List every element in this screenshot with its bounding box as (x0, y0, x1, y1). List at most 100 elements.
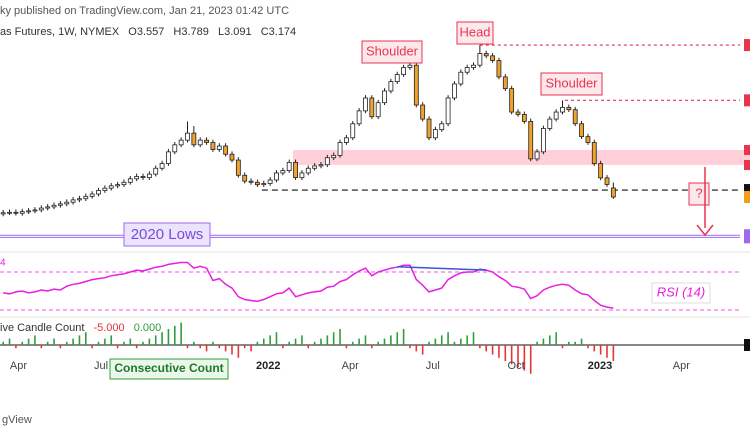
count-bar (523, 345, 526, 371)
count-bar (294, 338, 297, 346)
count-bar (2, 341, 4, 346)
count-bar (479, 345, 481, 349)
annotation-box (361, 40, 423, 64)
count-bar (345, 345, 348, 349)
candle-body (261, 183, 267, 186)
count-bar (237, 345, 240, 358)
candle-body (483, 53, 489, 57)
candle-body (7, 211, 12, 214)
candle-body (0, 212, 6, 215)
rsi-label: RSI (14) (657, 284, 705, 299)
count-bar (561, 345, 564, 349)
candle-body (369, 97, 375, 118)
candle-body (223, 145, 229, 155)
count-bar (59, 345, 62, 349)
candle-body (394, 74, 400, 82)
candle-body (127, 178, 133, 183)
candle-body (108, 185, 114, 189)
count-bar (498, 345, 500, 358)
count-value: -5.000 (93, 322, 124, 334)
count-bar (269, 335, 271, 346)
count-bar (472, 332, 475, 346)
count-bar (326, 335, 329, 346)
candle-body (229, 153, 235, 161)
candle-body (38, 207, 44, 211)
price-marker (744, 184, 750, 197)
candle-body (235, 159, 241, 176)
symbol: as Futures, 1W, NYMEX (0, 26, 120, 38)
candle-body (185, 132, 190, 141)
count-bar (313, 341, 316, 346)
count-bar (205, 345, 208, 352)
price-marker (744, 159, 750, 170)
candle-body (178, 139, 184, 146)
candle-body (172, 144, 178, 153)
count-bar (78, 335, 81, 346)
arrow-head (696, 224, 714, 237)
count-bar (536, 341, 538, 346)
count-bar (275, 332, 278, 346)
count-bar (301, 335, 303, 346)
count-bar (193, 341, 195, 346)
count-bar (243, 345, 246, 349)
x-tick-label: Apr (673, 360, 690, 372)
annotation-box (688, 182, 710, 206)
count-bar (593, 345, 596, 352)
candle-body (324, 157, 330, 166)
count-bar (568, 341, 570, 346)
divergence-line (397, 266, 487, 271)
candle-body (477, 53, 483, 66)
annotation-box (540, 72, 603, 96)
candle-body (121, 181, 127, 186)
ohlc-letter: H (173, 26, 181, 38)
x-tick-label: Apr (10, 360, 27, 372)
count-bar (504, 345, 507, 361)
candle-body (204, 139, 209, 143)
candle-body (610, 187, 616, 198)
count-bar (199, 345, 202, 349)
count-bar (307, 345, 310, 349)
candle-body (210, 142, 216, 150)
count-bar (34, 335, 36, 346)
candle-body (146, 173, 152, 179)
candle-body (343, 137, 349, 143)
candle-body (280, 170, 286, 174)
count-bar (383, 338, 386, 346)
count-value: 0.000 (134, 322, 162, 334)
candle-body (293, 162, 298, 179)
candle-body (439, 123, 445, 131)
neckline-zone (293, 149, 750, 165)
annotation-box (109, 358, 229, 380)
count-bar (85, 332, 87, 346)
count-bar (91, 345, 93, 349)
count-bar (180, 322, 182, 346)
x-tick-label: Apr (342, 360, 359, 372)
candle-body (420, 104, 426, 120)
count-bar (542, 338, 545, 346)
count-bar (447, 332, 449, 346)
count-bar (351, 341, 354, 346)
count-bar (320, 338, 322, 346)
annotation: Shoulder (545, 75, 598, 90)
count-bar (72, 338, 74, 346)
count-bar (288, 341, 290, 346)
candle-body (541, 128, 546, 153)
candle-body (77, 198, 82, 201)
candle-body (134, 176, 140, 180)
price-marker (744, 39, 750, 52)
count-bar (21, 341, 24, 346)
candle-body (534, 151, 540, 160)
annotation: 2020 Lows (131, 226, 204, 243)
count-bar (161, 332, 163, 346)
candle-body (528, 121, 534, 160)
annotation-layer: AprJulOct2022AprJulOct2023Apr (0, 39, 750, 374)
candle-body (13, 211, 19, 214)
annotation: ? (695, 185, 702, 200)
count-bar (555, 332, 557, 346)
x-tick-label: Oct (508, 360, 525, 372)
candle-body (70, 199, 76, 203)
count-bar (123, 341, 125, 346)
candle-body (553, 111, 559, 120)
annotation-box (456, 21, 494, 45)
count-bar (8, 338, 11, 346)
